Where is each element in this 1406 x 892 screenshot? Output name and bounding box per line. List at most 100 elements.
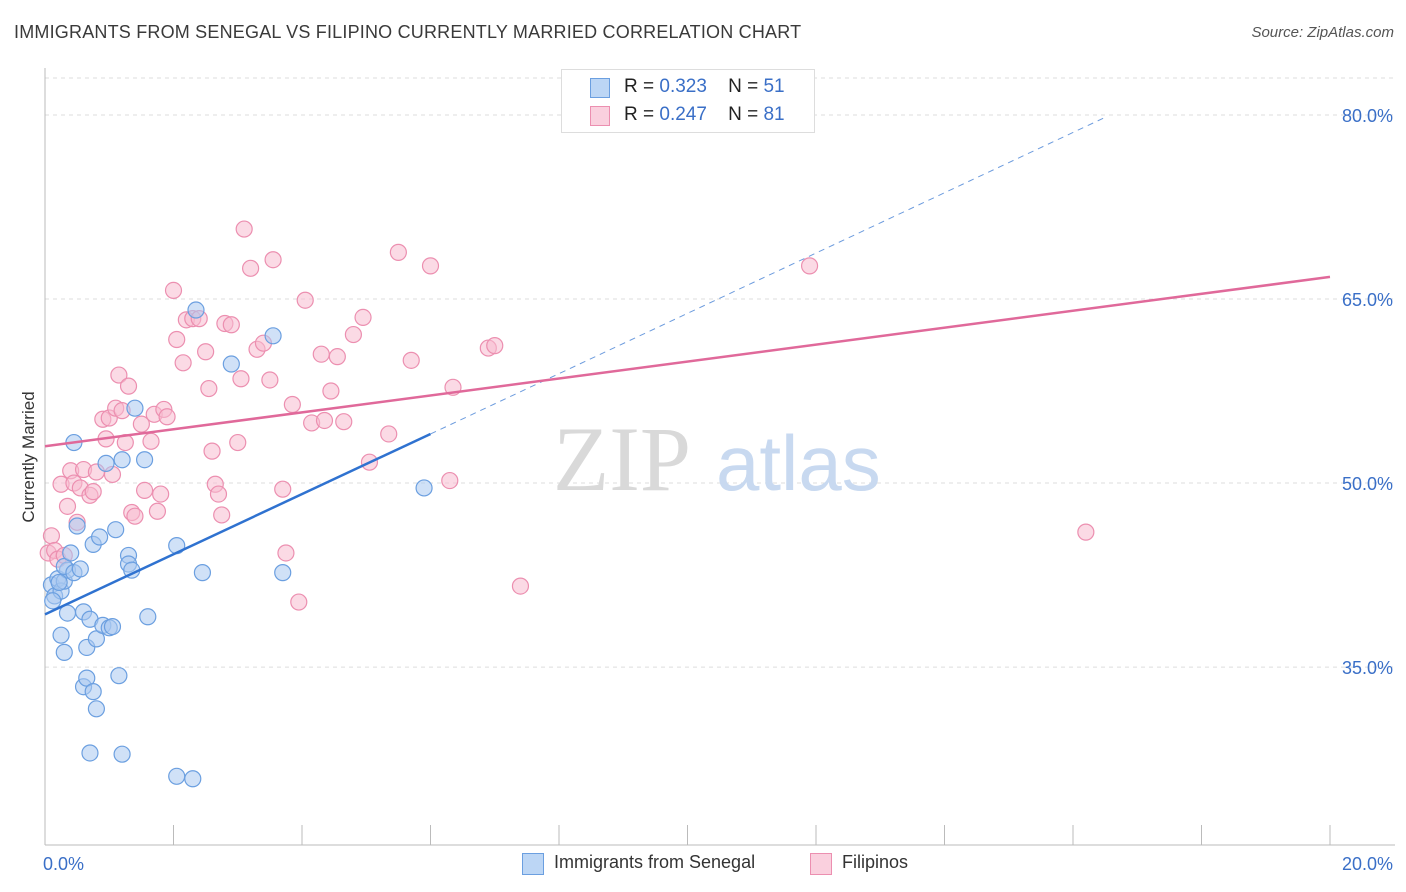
x-tick-label: 0.0% [43,854,84,874]
filipino-point [329,349,345,365]
filipino-point [236,221,252,237]
filipino-point [291,594,307,610]
legend-n-label: N = [728,104,758,125]
legend-n-value: 51 [763,76,784,97]
y-tick-label: 80.0% [1342,106,1393,126]
filipino-point [512,578,528,594]
filipino-point [487,338,503,354]
filipino-point [198,344,214,360]
legend-n-value: 81 [763,104,784,125]
senegal-point [56,644,72,660]
filipino-point [423,258,439,274]
senegal-point [53,627,69,643]
bottom-legend-swatch-filipinos [810,853,832,875]
correlation-legend: R = 0.323 N = 51 R = 0.247 N = 81 [561,69,815,133]
filipino-point [143,433,159,449]
filipino-point [233,371,249,387]
legend-text-filipinos: R = 0.247 N = 81 [624,104,785,126]
senegal-point [98,455,114,471]
filipino-point [802,258,818,274]
filipino-point [85,484,101,500]
filipino-point [210,486,226,502]
legend-n-label: N = [728,76,758,97]
legend-r-label: R = [624,104,654,125]
scatter-chart: ZIP atlas 35.0% 50.0% 65.0% 80.0% 0.0% 20.0% [0,0,1406,892]
filipino-point [313,346,329,362]
filipino-point [121,378,137,394]
senegal-point [63,545,79,561]
senegal-point [82,745,98,761]
legend-text-senegal: R = 0.323 N = 51 [624,76,785,98]
senegal-point [92,529,108,545]
filipino-point [275,481,291,497]
senegal-point [114,746,130,762]
senegal-point [72,561,88,577]
bottom-legend-label-senegal: Immigrants from Senegal [554,852,755,873]
x-tick-label: 20.0% [1342,854,1393,874]
senegal-point [416,480,432,496]
legend-swatch-filipinos [590,106,610,126]
filipino-point [355,309,371,325]
filipino-point [204,443,220,459]
filipino-point [127,508,143,524]
senegal-point [45,593,61,609]
filipino-point [284,397,300,413]
senegal-point [169,768,185,784]
senegal-point [185,771,201,787]
filipino-point [175,355,191,371]
filipino-point [297,292,313,308]
senegal-point [265,328,281,344]
senegal-point [223,356,239,372]
filipino-point [381,426,397,442]
filipino-point [265,252,281,268]
legend-r-value: 0.247 [659,104,707,125]
senegal-point [275,565,291,581]
watermark-zip: ZIP [553,408,691,510]
senegal-point [194,565,210,581]
y-tick-label: 65.0% [1342,290,1393,310]
senegal-point [188,302,204,318]
senegal-point [51,574,67,590]
filipino-point [223,317,239,333]
filipino-point [345,327,361,343]
filipino-point [169,331,185,347]
senegal-point [85,684,101,700]
senegal-point [69,518,85,534]
y-tick-label: 35.0% [1342,658,1393,678]
filipino-point [243,260,259,276]
filipino-point [230,435,246,451]
filipino-point [316,412,332,428]
watermark: ZIP atlas [553,408,881,510]
watermark-atlas: atlas [716,419,881,507]
senegal-point [140,609,156,625]
legend-r-value: 0.323 [659,76,707,97]
filipino-point [43,528,59,544]
filipino-point [1078,524,1094,540]
senegal-trend-extension [431,117,1106,434]
legend-swatch-senegal [590,78,610,98]
y-tick-label: 50.0% [1342,474,1393,494]
filipino-point [262,372,278,388]
senegal-point [137,452,153,468]
filipino-point [403,352,419,368]
bottom-legend-swatch-senegal [522,853,544,875]
filipino-point [159,409,175,425]
bottom-legend-label-filipinos: Filipinos [842,852,908,873]
senegal-point [111,668,127,684]
senegal-point [88,701,104,717]
legend-r-label: R = [624,76,654,97]
filipino-point [137,482,153,498]
filipino-point [323,383,339,399]
senegal-point [108,522,124,538]
filipino-point [442,473,458,489]
filipino-point [153,486,169,502]
filipino-point [336,414,352,430]
filipino-point [59,498,75,514]
senegal-point [104,619,120,635]
filipino-point [149,503,165,519]
gridlines [45,78,1395,667]
filipino-point [166,282,182,298]
filipino-point [214,507,230,523]
filipino-point [278,545,294,561]
filipino-point [201,381,217,397]
